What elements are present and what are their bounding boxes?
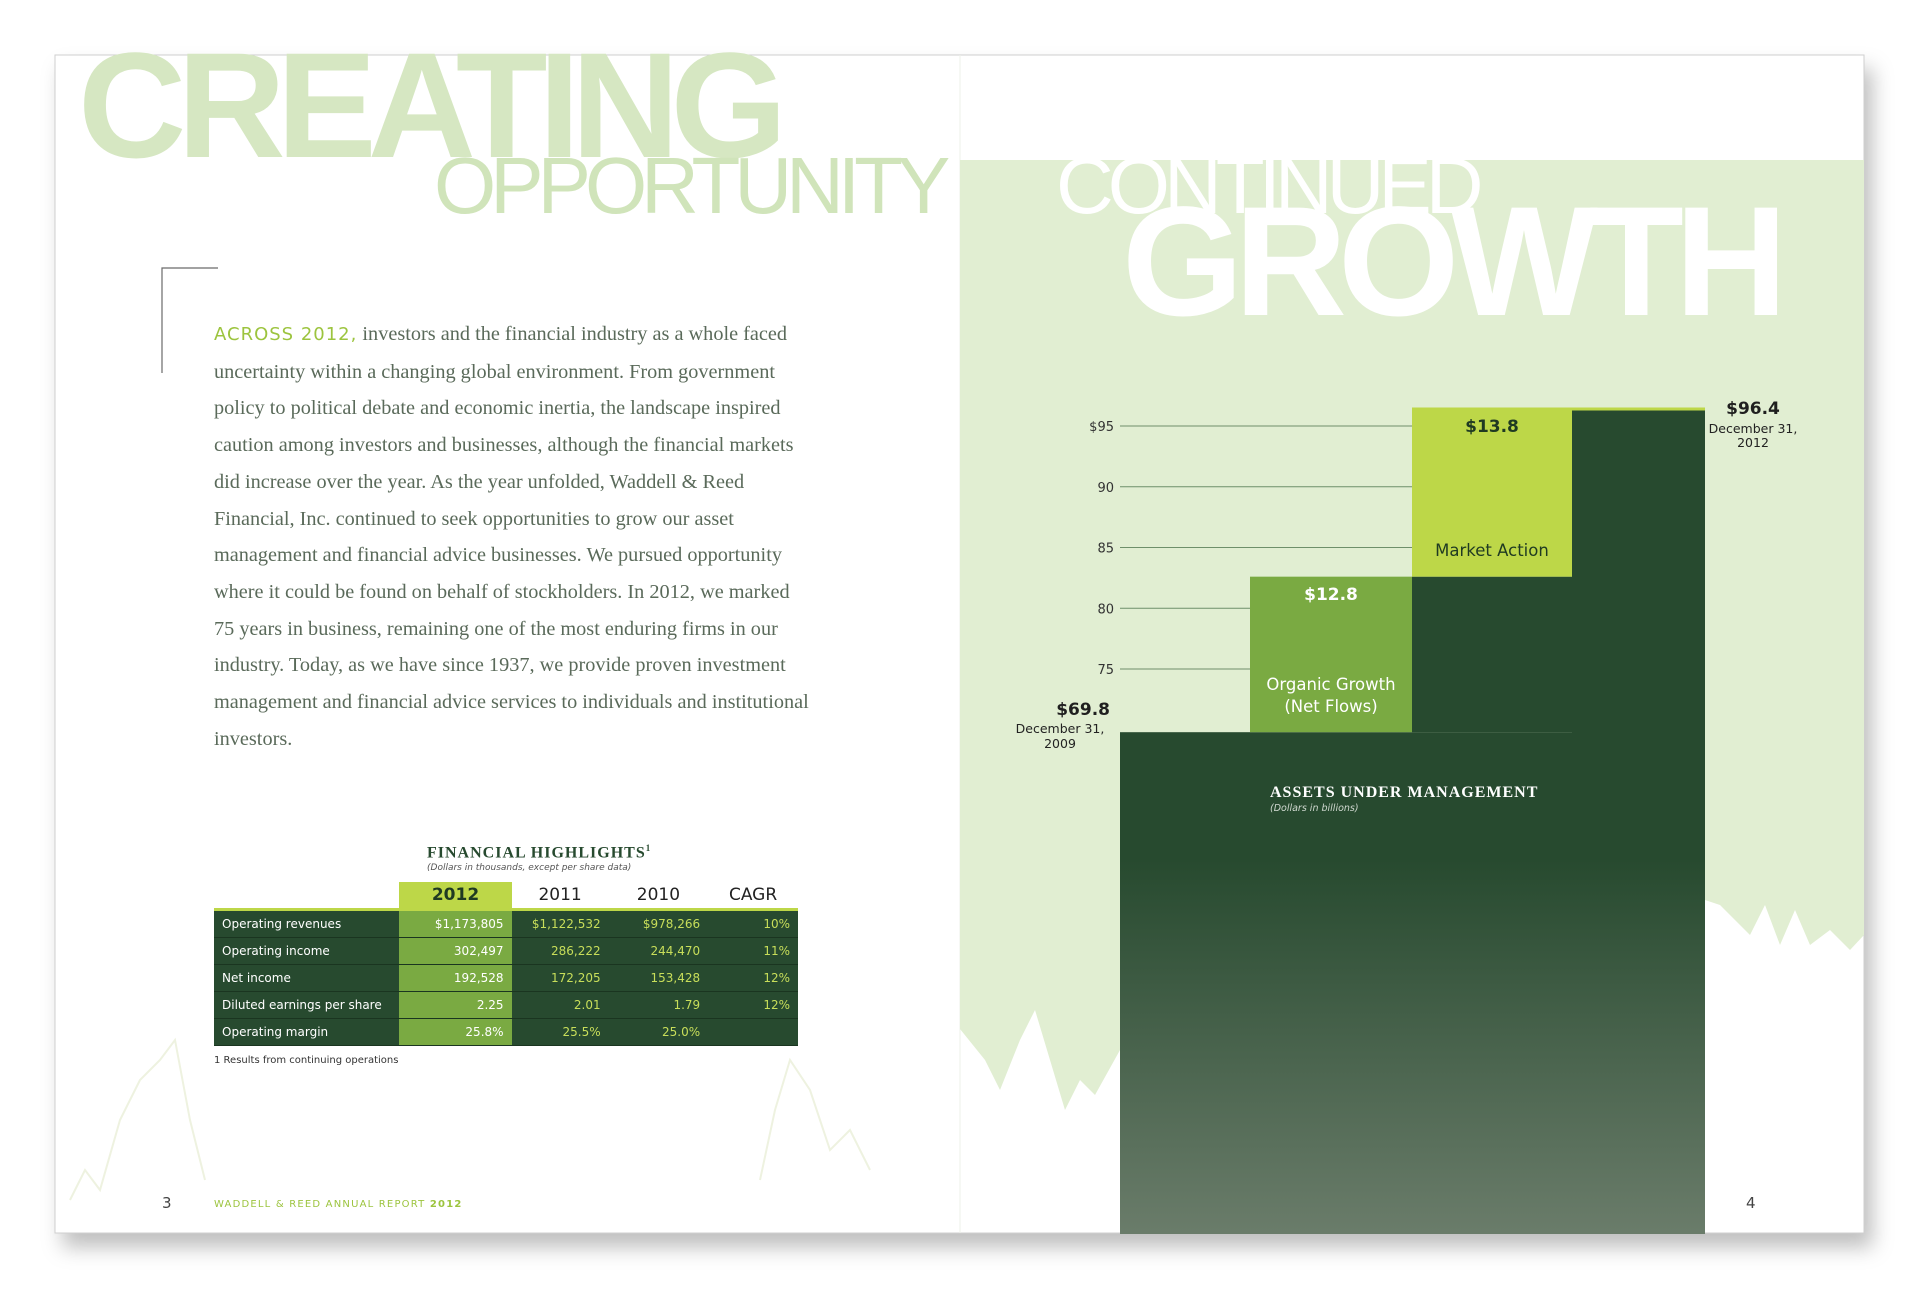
decor-line <box>69 1037 206 1201</box>
table-cell: 12% <box>708 964 798 992</box>
financial-table: 2012 2011 2010 CAGR Operating revenues $1,173… <box>214 882 798 1046</box>
headline: GROWTH <box>1122 175 1788 349</box>
table-cell: 25.5% <box>511 1018 609 1046</box>
column-header: 2011 <box>511 882 609 911</box>
headline: CREATING <box>78 21 787 189</box>
table-subtitle: (Dollars in thousands, except per share … <box>427 863 632 873</box>
table-cell: 153,428 <box>608 964 709 992</box>
subheadline: OPPORTUNITY <box>434 141 950 230</box>
table-cell: $1,122,532 <box>511 909 609 938</box>
row-label: Operating margin <box>214 1018 400 1046</box>
table-title-text: FINANCIAL HIGHLIGHTS <box>427 844 646 862</box>
y-tick-label: 80 <box>1097 602 1114 617</box>
footnote: 1 Results from continuing operations <box>214 1055 399 1066</box>
y-tick-label: 85 <box>1097 542 1114 557</box>
value-label: $13.8 <box>1465 416 1519 437</box>
row-label: Operating revenues <box>214 909 400 938</box>
table-cell: 172,205 <box>511 964 609 992</box>
bar-change <box>1412 408 1572 577</box>
value-label: $12.8 <box>1304 584 1358 605</box>
table-cell: 10% <box>708 909 798 938</box>
footer-year: 2012 <box>429 1199 463 1210</box>
table-cell <box>708 1018 798 1046</box>
intro: ACROSS 2012, investors and the financial… <box>214 316 814 757</box>
table-cell: 1.79 <box>608 991 709 1019</box>
table-cell: 2.25 <box>399 991 512 1019</box>
value-label: $96.4 <box>1726 398 1780 419</box>
table-cell: 25.0% <box>608 1018 709 1046</box>
bracket <box>161 267 218 373</box>
table-cell: 302,497 <box>399 937 512 965</box>
category-label: Organic Growth (Net Flows) <box>1266 675 1396 716</box>
page-number: 3 <box>162 1194 172 1212</box>
table-cell: 25.8% <box>399 1018 512 1046</box>
chart-title: ASSETS UNDER MANAGEMENT <box>1270 784 1539 801</box>
row-label: Diluted earnings per share <box>214 991 400 1019</box>
y-tick-label: 75 <box>1097 663 1114 678</box>
decor-line <box>759 1057 871 1181</box>
category-label: Market Action <box>1435 540 1549 560</box>
header-spacer <box>214 882 400 911</box>
y-tick-label: $95 <box>1089 420 1114 435</box>
value-label: $69.8 <box>1056 700 1110 721</box>
footer-text: WADDELL & REED ANNUAL REPORT <box>214 1199 426 1210</box>
table-cell: 11% <box>708 937 798 965</box>
table-cell: 286,222 <box>511 937 609 965</box>
footer: WADDELL & REED ANNUAL REPORT 2012 <box>214 1200 463 1210</box>
table-cell: 244,470 <box>608 937 709 965</box>
table-cell: 192,528 <box>399 964 512 992</box>
chart: $95 90 85 80 75 <box>1089 407 1705 1234</box>
row-label: Net income <box>214 964 400 992</box>
page-number: 4 <box>1746 1194 1756 1212</box>
intro-lead: ACROSS 2012, <box>214 324 358 345</box>
category-label: December 31, 2012 <box>1708 420 1798 451</box>
table-title: FINANCIAL HIGHLIGHTS1 <box>427 844 651 861</box>
intro-text: investors and the financial industry as … <box>214 323 809 750</box>
table-cell: $978,266 <box>608 909 709 938</box>
category-label: December 31, 2009 <box>1015 721 1105 751</box>
table-title-note: 1 <box>645 843 652 853</box>
chart-subtitle: (Dollars in billions) <box>1270 803 1359 814</box>
bar-change <box>1250 576 1412 733</box>
column-header: CAGR <box>708 882 798 911</box>
table-cell: 2.01 <box>511 991 609 1019</box>
bar-total <box>1572 408 1705 1234</box>
column-header: 2010 <box>608 882 709 911</box>
table-cell: $1,173,805 <box>399 909 512 938</box>
column-header: 2012 <box>399 882 512 911</box>
table-cell: 12% <box>708 991 798 1019</box>
row-label: Operating income <box>214 937 400 965</box>
headline-small: CONTINUED <box>1056 141 1484 230</box>
y-tick-label: 90 <box>1097 481 1114 496</box>
